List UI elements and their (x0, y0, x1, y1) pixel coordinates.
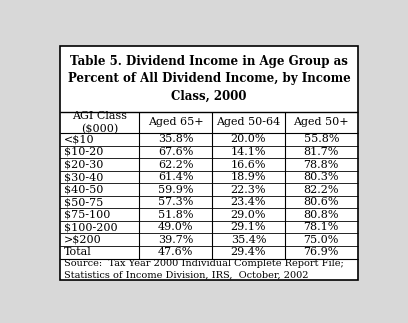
Text: 20.0%: 20.0% (231, 134, 266, 144)
Text: 61.4%: 61.4% (158, 172, 193, 182)
Text: Aged 65+: Aged 65+ (148, 118, 204, 128)
Text: $10-20: $10-20 (64, 147, 104, 157)
Text: 49.0%: 49.0% (158, 222, 193, 232)
Text: $20-30: $20-30 (64, 160, 104, 170)
Text: >$200: >$200 (64, 235, 102, 245)
Text: 29.1%: 29.1% (231, 222, 266, 232)
Text: 62.2%: 62.2% (158, 160, 193, 170)
Text: Aged 50-64: Aged 50-64 (216, 118, 281, 128)
Text: $100-200: $100-200 (64, 222, 118, 232)
Text: 29.4%: 29.4% (231, 247, 266, 257)
Text: 67.6%: 67.6% (158, 147, 193, 157)
Text: AGI Class
($000): AGI Class ($000) (72, 111, 127, 134)
Text: 81.7%: 81.7% (304, 147, 339, 157)
Text: 51.8%: 51.8% (158, 210, 193, 220)
Text: $30-40: $30-40 (64, 172, 104, 182)
Text: 35.8%: 35.8% (158, 134, 193, 144)
Text: Table 5. Dividend Income in Age Group as
Percent of All Dividend Income, by Inco: Table 5. Dividend Income in Age Group as… (68, 56, 350, 102)
Text: Source:  Tax Year 2000 Individual Complete Report File;
Statistics of Income Div: Source: Tax Year 2000 Individual Complet… (64, 259, 344, 280)
Text: 76.9%: 76.9% (304, 247, 339, 257)
Text: 16.6%: 16.6% (231, 160, 266, 170)
Text: 14.1%: 14.1% (231, 147, 266, 157)
Text: 55.8%: 55.8% (304, 134, 339, 144)
Text: $50-75: $50-75 (64, 197, 104, 207)
Text: $40-50: $40-50 (64, 184, 104, 194)
FancyBboxPatch shape (60, 46, 358, 280)
Text: Total: Total (64, 247, 92, 257)
Text: 75.0%: 75.0% (304, 235, 339, 245)
Text: 47.6%: 47.6% (158, 247, 193, 257)
Text: 35.4%: 35.4% (231, 235, 266, 245)
Text: 57.3%: 57.3% (158, 197, 193, 207)
Text: 23.4%: 23.4% (231, 197, 266, 207)
Text: 80.6%: 80.6% (304, 197, 339, 207)
Text: 78.8%: 78.8% (304, 160, 339, 170)
Text: 22.3%: 22.3% (231, 184, 266, 194)
Text: 39.7%: 39.7% (158, 235, 193, 245)
Text: 29.0%: 29.0% (231, 210, 266, 220)
Text: 78.1%: 78.1% (304, 222, 339, 232)
Text: 82.2%: 82.2% (304, 184, 339, 194)
Text: 80.8%: 80.8% (304, 210, 339, 220)
Text: $75-100: $75-100 (64, 210, 111, 220)
Text: Aged 50+: Aged 50+ (293, 118, 349, 128)
Text: <$10: <$10 (64, 134, 95, 144)
Text: 18.9%: 18.9% (231, 172, 266, 182)
Text: 80.3%: 80.3% (304, 172, 339, 182)
Text: 59.9%: 59.9% (158, 184, 193, 194)
